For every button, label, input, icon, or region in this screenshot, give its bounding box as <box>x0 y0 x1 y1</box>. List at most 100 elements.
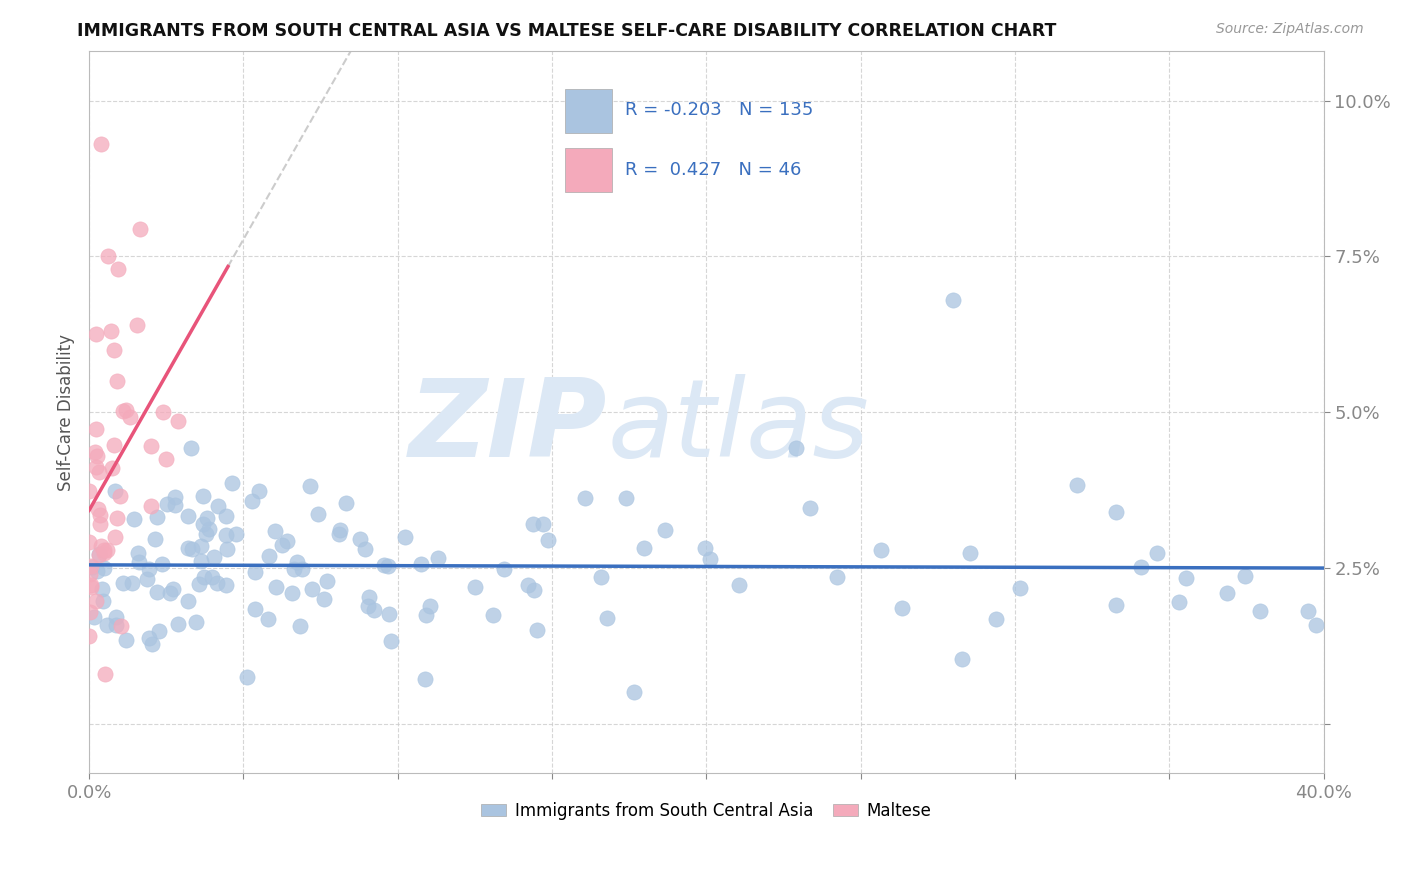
Point <box>785 441 807 455</box>
Point <box>276 534 298 549</box>
Point <box>314 591 336 606</box>
Point <box>103 438 125 452</box>
Text: atlas: atlas <box>607 374 869 479</box>
Point <box>257 612 280 626</box>
Point <box>394 530 416 544</box>
Text: IMMIGRANTS FROM SOUTH CENTRAL ASIA VS MALTESE SELF-CARE DISABILITY CORRELATION C: IMMIGRANTS FROM SOUTH CENTRAL ASIA VS MA… <box>77 22 1057 40</box>
Point <box>90 582 112 596</box>
Point <box>411 558 433 572</box>
Point <box>1129 560 1152 574</box>
Point <box>162 582 184 596</box>
Point <box>122 512 145 526</box>
Point <box>115 633 138 648</box>
Point <box>281 585 304 599</box>
Point <box>84 422 107 436</box>
Point <box>616 491 638 506</box>
Point <box>1010 581 1032 595</box>
Point <box>373 558 395 573</box>
Point <box>984 612 1007 626</box>
Text: Source: ZipAtlas.com: Source: ZipAtlas.com <box>1216 22 1364 37</box>
Point <box>494 562 516 576</box>
Point <box>87 465 110 479</box>
Point <box>96 617 118 632</box>
Point <box>316 574 339 588</box>
Point <box>531 517 554 532</box>
Point <box>526 624 548 638</box>
Point <box>574 491 596 505</box>
Point <box>181 542 204 557</box>
Point <box>82 559 104 574</box>
Point <box>86 449 108 463</box>
Point <box>84 459 107 474</box>
Point <box>159 586 181 600</box>
Point <box>283 562 305 576</box>
Point <box>190 539 212 553</box>
Point <box>359 590 381 604</box>
Point <box>1105 505 1128 519</box>
Point <box>942 293 965 307</box>
Point <box>152 405 174 419</box>
Point <box>163 498 186 512</box>
Point <box>202 549 225 564</box>
Point <box>413 672 436 686</box>
Point <box>94 666 117 681</box>
Point <box>799 500 821 515</box>
Point <box>80 580 103 594</box>
Point <box>139 499 162 513</box>
Point <box>96 543 118 558</box>
Point <box>247 484 270 499</box>
Point <box>264 524 287 538</box>
Point <box>891 601 914 615</box>
Point <box>104 483 127 498</box>
Point <box>107 262 129 277</box>
Point <box>128 556 150 570</box>
Point <box>105 618 128 632</box>
Point <box>215 508 238 523</box>
Point <box>156 497 179 511</box>
Point <box>215 528 238 542</box>
Point <box>90 539 112 553</box>
Point <box>139 439 162 453</box>
Point <box>91 594 114 608</box>
Point <box>591 570 613 584</box>
Point <box>155 451 177 466</box>
Point <box>193 489 215 503</box>
Point <box>150 557 173 571</box>
Point <box>1105 598 1128 612</box>
Point <box>177 594 200 608</box>
Point <box>235 670 257 684</box>
Point <box>86 564 108 578</box>
Point <box>184 615 207 630</box>
Point <box>111 575 134 590</box>
Y-axis label: Self-Care Disability: Self-Care Disability <box>58 334 75 491</box>
Point <box>79 605 101 619</box>
Point <box>79 628 101 642</box>
Point <box>100 324 122 338</box>
Point <box>354 542 377 557</box>
Point <box>104 610 127 624</box>
Point <box>180 441 202 455</box>
Point <box>950 651 973 665</box>
Point <box>110 619 132 633</box>
Point <box>190 554 212 568</box>
Point <box>177 541 200 556</box>
Point <box>1249 604 1271 618</box>
Point <box>165 491 187 505</box>
Point <box>482 607 505 622</box>
Point <box>105 374 128 388</box>
Point <box>141 637 163 651</box>
Point <box>419 599 441 614</box>
Point <box>827 570 849 584</box>
Point <box>129 222 152 236</box>
Point <box>377 559 399 574</box>
Point <box>188 577 211 591</box>
Point <box>870 542 893 557</box>
Text: ZIP: ZIP <box>409 374 607 480</box>
Point <box>177 508 200 523</box>
Point <box>136 572 159 586</box>
Point <box>108 489 131 503</box>
Point <box>105 510 128 524</box>
Point <box>221 475 243 490</box>
Point <box>198 522 221 536</box>
Point <box>77 483 100 498</box>
